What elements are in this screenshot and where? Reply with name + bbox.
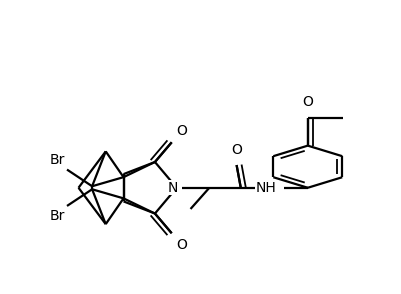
Text: Br: Br (49, 153, 65, 166)
Text: O: O (176, 124, 186, 138)
Text: NH: NH (255, 181, 276, 195)
Text: O: O (231, 143, 241, 156)
Text: Br: Br (49, 209, 65, 223)
Text: O: O (176, 238, 186, 252)
Text: O: O (302, 95, 312, 109)
Text: N: N (167, 181, 178, 195)
